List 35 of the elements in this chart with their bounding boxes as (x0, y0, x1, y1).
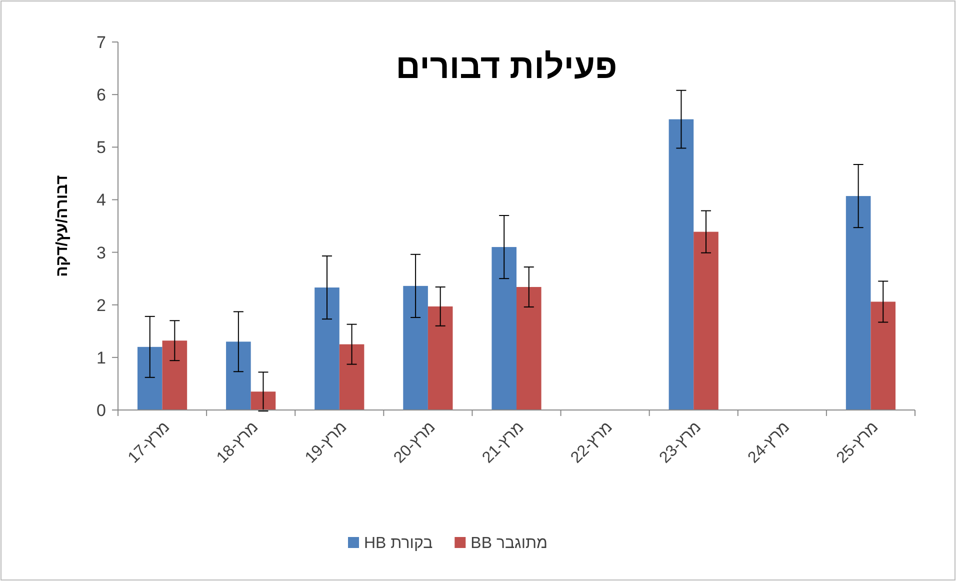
y-tick-label: 1 (96, 348, 106, 368)
y-tick-label: 6 (96, 86, 106, 105)
bar (137, 346, 162, 410)
bar (516, 286, 542, 410)
y-tick-label: 0 (96, 401, 106, 420)
bar (668, 119, 694, 410)
bar (314, 288, 340, 410)
x-tick-label: מרץ-22 (568, 418, 616, 467)
bar (250, 392, 276, 410)
bar (846, 196, 871, 410)
x-tick-label: מרץ-24 (745, 418, 793, 467)
y-tick-label: 2 (96, 296, 106, 315)
bar (403, 286, 428, 410)
bar (162, 340, 188, 410)
bar (870, 302, 896, 410)
bar (492, 247, 516, 410)
x-tick-label: מרץ-20 (390, 418, 439, 467)
x-tick-label: מרץ-21 (479, 418, 528, 467)
y-tick-label: 4 (96, 190, 106, 210)
x-tick-label: מרץ-25 (834, 418, 882, 467)
legend-label: HB בקורת (364, 535, 434, 552)
y-tick-label: 7 (96, 33, 106, 52)
y-axis-title: דבורה/עץ/דקה (54, 175, 71, 277)
x-tick-label: מרץ-17 (125, 418, 174, 467)
bar (694, 232, 718, 410)
bar (226, 342, 251, 410)
y-tick-label: 5 (96, 138, 106, 158)
y-tick-label: 3 (96, 243, 106, 262)
x-tick-label: מרץ-18 (214, 418, 262, 467)
legend-label: BB מתוגבר (470, 535, 548, 552)
chart-title: פעילות דבורים (396, 48, 618, 86)
bar (428, 306, 453, 410)
x-tick-label: מרץ-19 (302, 418, 350, 467)
x-tick-label: מרץ-23 (656, 418, 704, 467)
bar (339, 344, 364, 410)
